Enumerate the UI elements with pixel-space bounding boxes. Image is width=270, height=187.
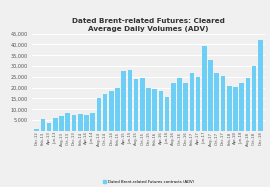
Legend: Dated Brent-related Futures contracts (ADV): Dated Brent-related Futures contracts (A… bbox=[102, 178, 195, 185]
Bar bbox=[96, 99, 101, 131]
Bar bbox=[245, 78, 250, 131]
Bar bbox=[221, 76, 225, 131]
Bar bbox=[214, 73, 219, 131]
Bar bbox=[165, 97, 170, 131]
Title: Dated Brent-related Futures: Cleared
Average Daily Volumes (ADV): Dated Brent-related Futures: Cleared Ave… bbox=[72, 18, 225, 32]
Bar bbox=[171, 83, 176, 131]
Bar bbox=[84, 115, 89, 131]
Bar bbox=[183, 83, 188, 131]
Bar bbox=[227, 85, 232, 131]
Bar bbox=[109, 91, 114, 131]
Bar bbox=[134, 79, 139, 131]
Bar bbox=[233, 87, 238, 131]
Bar bbox=[115, 88, 120, 131]
Bar bbox=[103, 94, 107, 131]
Bar bbox=[127, 70, 132, 131]
Bar bbox=[34, 129, 39, 131]
Bar bbox=[90, 113, 95, 131]
Bar bbox=[47, 123, 52, 131]
Bar bbox=[196, 77, 201, 131]
Bar bbox=[146, 88, 151, 131]
Bar bbox=[239, 83, 244, 131]
Bar bbox=[152, 89, 157, 131]
Bar bbox=[208, 60, 213, 131]
Bar bbox=[252, 66, 256, 131]
Bar bbox=[158, 91, 163, 131]
Bar bbox=[258, 40, 263, 131]
Bar bbox=[72, 115, 76, 131]
Bar bbox=[121, 71, 126, 131]
Bar bbox=[65, 113, 70, 131]
Bar bbox=[59, 116, 64, 131]
Bar bbox=[190, 73, 194, 131]
Bar bbox=[40, 119, 45, 131]
Bar bbox=[140, 78, 145, 131]
Bar bbox=[177, 78, 182, 131]
Bar bbox=[78, 114, 83, 131]
Bar bbox=[53, 118, 58, 131]
Bar bbox=[202, 46, 207, 131]
